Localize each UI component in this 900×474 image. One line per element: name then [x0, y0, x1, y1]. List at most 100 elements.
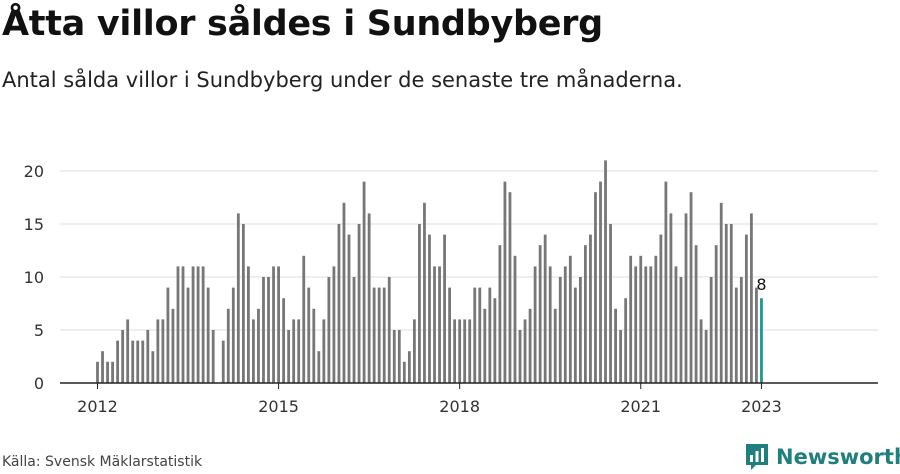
bar [523, 319, 527, 383]
bar [171, 308, 175, 383]
bar [433, 266, 436, 383]
bar [538, 245, 542, 383]
bar [568, 255, 572, 383]
bar [634, 266, 638, 383]
bar [488, 287, 492, 383]
bar [694, 245, 698, 383]
bar [679, 277, 683, 383]
bar [181, 266, 185, 383]
bar [709, 277, 713, 383]
bar [307, 287, 311, 383]
bar [191, 266, 195, 383]
y-axis-ticks: 0 5 10 15 20 [24, 162, 44, 393]
bar [755, 287, 758, 383]
bar [563, 266, 567, 383]
bar [287, 330, 291, 383]
bar [664, 181, 668, 383]
bar [146, 330, 150, 383]
bar [428, 234, 431, 383]
source-note: Källa: Svensk Mäklarstatistik [2, 454, 203, 470]
bar [262, 277, 265, 383]
bar [161, 319, 165, 383]
bar [412, 319, 416, 383]
x-axis: 2012 2015 2018 2021 2023 [60, 382, 878, 416]
bar [252, 319, 255, 383]
bar [719, 202, 723, 383]
bar [594, 192, 597, 383]
x-tick-label: 2012 [77, 397, 118, 416]
bar [141, 340, 145, 383]
bar [513, 255, 517, 383]
bar [392, 330, 396, 383]
bar [614, 308, 617, 383]
bar [377, 287, 381, 383]
bar [357, 224, 361, 383]
bar [382, 287, 386, 383]
bar [347, 234, 351, 383]
bar [548, 266, 552, 383]
bar [332, 266, 336, 383]
bar [584, 245, 587, 383]
bar [317, 351, 321, 383]
bar [518, 330, 522, 383]
bar [131, 340, 135, 383]
bar [352, 277, 356, 383]
bar [528, 308, 532, 383]
y-tick-label: 0 [34, 374, 44, 393]
bar [448, 287, 451, 383]
bar [443, 234, 446, 383]
bar [644, 266, 648, 383]
bar [478, 287, 482, 383]
bar [689, 192, 693, 383]
bar [599, 181, 602, 383]
bar [106, 361, 109, 383]
bar [292, 319, 296, 383]
bar [241, 224, 245, 383]
bar [493, 298, 497, 383]
bar [629, 255, 633, 383]
bar [226, 308, 230, 383]
chart-subtitle: Antal sålda villor i Sundbyberg under de… [2, 68, 683, 92]
bar [272, 266, 275, 383]
bar [578, 277, 582, 383]
bar [221, 340, 225, 383]
bar [639, 255, 643, 383]
bar [211, 330, 215, 383]
bar [247, 266, 250, 383]
bar [201, 266, 205, 383]
newsworthy-logo[interactable]: Newsworthy [744, 442, 900, 472]
bars [96, 160, 763, 383]
bar [508, 192, 512, 383]
bar [553, 308, 557, 383]
x-tick-label: 2015 [258, 397, 299, 416]
bar [659, 234, 663, 383]
bar [407, 351, 411, 383]
bar [423, 202, 426, 383]
bar [156, 319, 160, 383]
y-tick-label: 10 [24, 268, 44, 287]
bar [121, 330, 125, 383]
bar [257, 308, 260, 383]
bar [604, 160, 607, 383]
bar [196, 266, 200, 383]
bar [362, 181, 366, 383]
bar [744, 234, 748, 383]
bar [609, 224, 612, 383]
bar [684, 213, 688, 383]
bar [206, 287, 210, 383]
bar [654, 255, 658, 383]
bar [236, 213, 240, 383]
bar [669, 213, 673, 383]
bar [267, 277, 270, 383]
bar [750, 213, 753, 383]
bar [543, 234, 547, 383]
y-tick-label: 15 [24, 215, 44, 234]
y-tick-label: 5 [34, 321, 44, 340]
bar [418, 224, 421, 383]
bar [116, 340, 120, 383]
bar [312, 308, 316, 383]
bar [322, 319, 326, 383]
bar [699, 319, 703, 383]
bar [533, 266, 537, 383]
bar [589, 234, 592, 383]
